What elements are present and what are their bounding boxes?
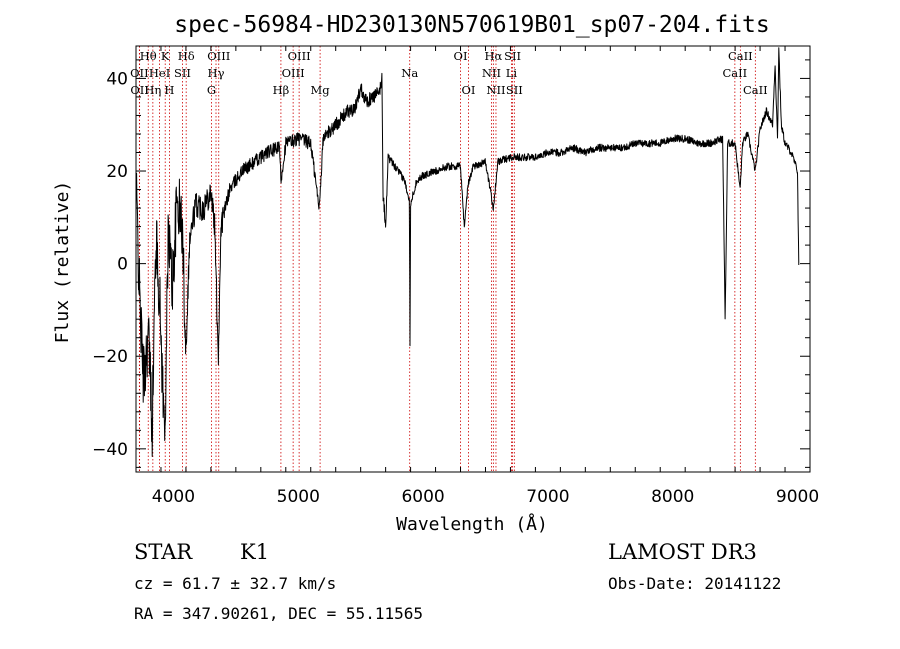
survey-name: LAMOST DR3 — [608, 540, 757, 564]
line-label: HeI — [149, 66, 170, 80]
y-tick-label: 40 — [106, 69, 128, 89]
x-axis-label: Wavelength (Å) — [396, 513, 548, 535]
line-label: CaII — [743, 83, 768, 97]
object-subclass: K1 — [240, 540, 269, 564]
y-tick-label: −40 — [92, 440, 128, 460]
line-label: OII — [130, 66, 149, 80]
x-tick-label: 7000 — [526, 487, 569, 507]
x-axis-ticks: 4000 5000 6000 7000 8000 9000 — [135, 46, 819, 507]
spectrum-line — [135, 47, 800, 457]
x-tick-label: 9000 — [776, 487, 819, 507]
line-label: Mg — [311, 83, 331, 97]
line-label: Hγ — [208, 66, 225, 80]
line-label: Hθ — [140, 49, 157, 63]
x-tick-label: 4000 — [152, 487, 195, 507]
line-label: Hβ — [273, 83, 290, 97]
line-label: Hδ — [178, 49, 195, 63]
y-axis-label: Flux (relative) — [52, 181, 73, 344]
y-tick-label: −20 — [92, 347, 128, 367]
x-tick-label: 8000 — [651, 487, 694, 507]
line-label: SII — [504, 49, 521, 63]
spectral-line-markers — [138, 46, 756, 472]
x-tick-label: 5000 — [277, 487, 320, 507]
line-label: Hα — [484, 49, 502, 63]
line-label: SII — [506, 83, 523, 97]
line-label: OIII — [207, 49, 230, 63]
object-class: STAR — [134, 540, 193, 564]
chart-title: spec-56984-HD230130N570619B01_sp07-204.f… — [174, 12, 769, 38]
y-axis-ticks: −40 −20 0 20 40 — [92, 59, 810, 468]
line-label: K — [161, 49, 170, 63]
y-tick-label: 0 — [117, 255, 128, 275]
spectrum-trace — [135, 47, 800, 457]
x-tick-label: 6000 — [401, 487, 444, 507]
line-label: OI — [454, 49, 468, 63]
line-label: NII — [486, 83, 505, 97]
line-label: CaII — [722, 66, 747, 80]
footer-info: STAR K1 LAMOST DR3 cz = 61.7 ± 32.7 km/s… — [134, 540, 781, 623]
line-label: OII — [130, 83, 149, 97]
observation-date: Obs-Date: 20141122 — [608, 574, 781, 593]
line-label: CaII — [728, 49, 753, 63]
line-label: NII — [482, 66, 501, 80]
y-tick-label: 20 — [106, 162, 128, 182]
line-label: OIII — [288, 49, 311, 63]
line-label: H — [164, 83, 174, 97]
line-label: OI — [462, 83, 476, 97]
line-label: G — [207, 83, 216, 97]
plot-frame — [135, 45, 811, 473]
line-label: SII — [174, 66, 191, 80]
line-label: Li — [506, 66, 518, 80]
redshift-velocity: cz = 61.7 ± 32.7 km/s — [134, 574, 336, 593]
coordinates: RA = 347.90261, DEC = 55.11565 — [134, 604, 423, 623]
line-label: OIII — [282, 66, 305, 80]
line-label: Hη — [144, 83, 161, 97]
line-label: Na — [401, 66, 418, 80]
